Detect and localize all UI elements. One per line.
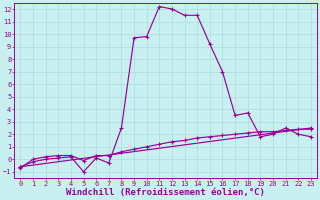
X-axis label: Windchill (Refroidissement éolien,°C): Windchill (Refroidissement éolien,°C) [66,188,265,197]
